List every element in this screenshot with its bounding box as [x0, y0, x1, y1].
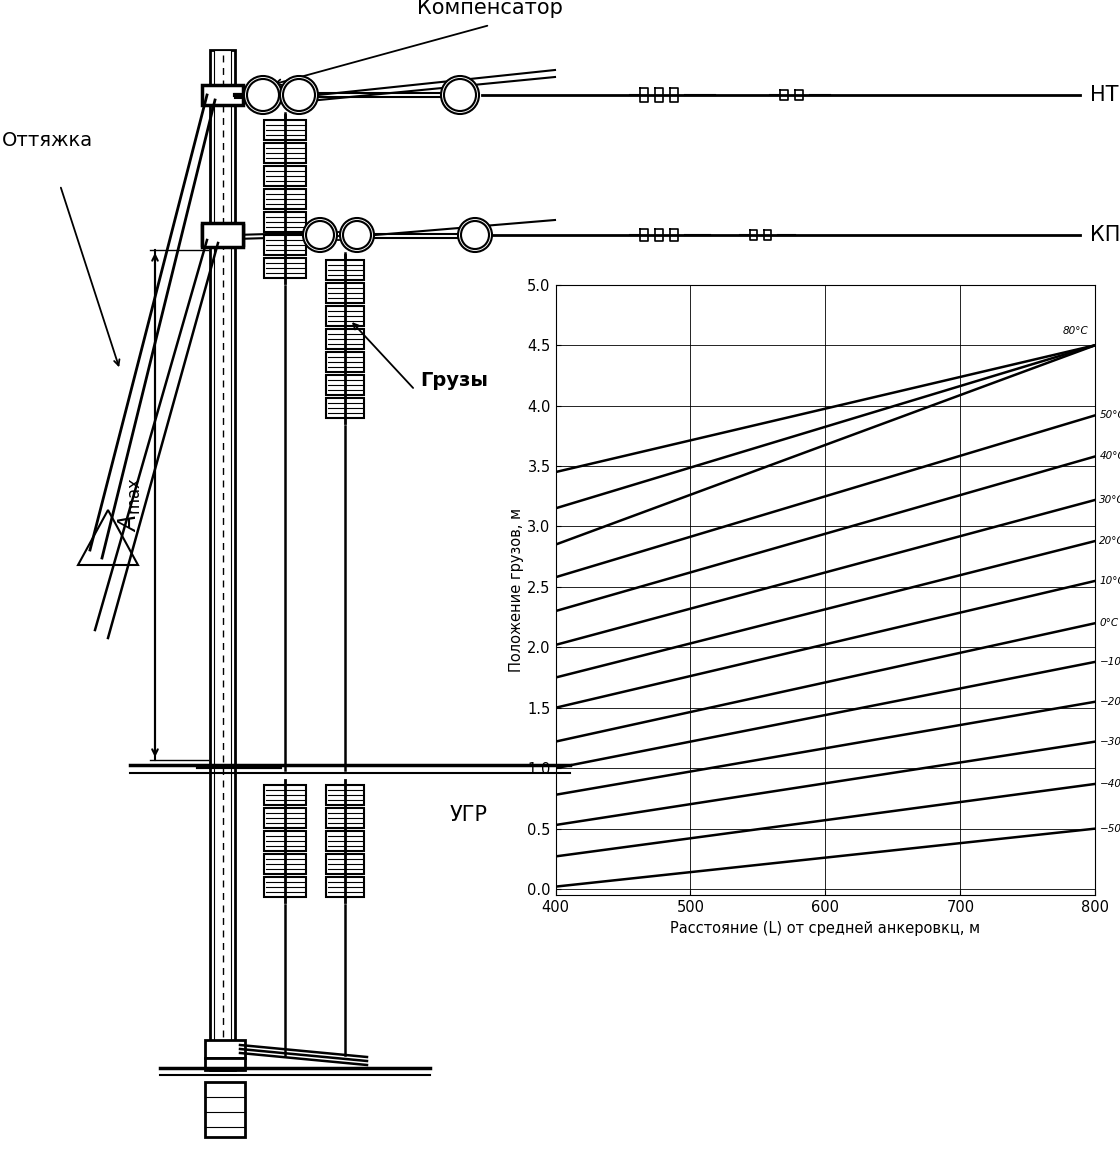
- Bar: [326, 876, 364, 897]
- Bar: [264, 235, 306, 256]
- Bar: [326, 398, 364, 418]
- Circle shape: [343, 221, 371, 249]
- Circle shape: [306, 221, 334, 249]
- Text: $A_{\mathrm{max}}$: $A_{\mathrm{max}}$: [116, 477, 143, 532]
- Bar: [202, 225, 243, 245]
- Text: 20°C: 20°C: [1100, 536, 1120, 546]
- Bar: [326, 785, 364, 805]
- Circle shape: [441, 76, 479, 114]
- Text: −40°C: −40°C: [1100, 778, 1120, 789]
- Bar: [264, 212, 306, 232]
- Text: −10°C: −10°C: [1100, 657, 1120, 666]
- Bar: [326, 284, 364, 303]
- Text: Грузы: Грузы: [420, 370, 488, 390]
- Bar: [264, 166, 306, 186]
- Bar: [326, 808, 364, 829]
- Text: КП: КП: [1090, 225, 1120, 245]
- X-axis label: Расстояние (L) от средней анкеровкц, м: Расстояние (L) от средней анкеровкц, м: [671, 921, 980, 936]
- Text: −20°C: −20°C: [1100, 697, 1120, 707]
- Text: −30°C: −30°C: [1100, 736, 1120, 747]
- Bar: [211, 50, 235, 1070]
- Circle shape: [283, 79, 315, 111]
- Text: 50°C: 50°C: [1100, 411, 1120, 420]
- Text: 0°C: 0°C: [1100, 619, 1119, 628]
- Bar: [326, 329, 364, 349]
- Text: 10°C: 10°C: [1100, 575, 1120, 586]
- Bar: [326, 352, 364, 372]
- Text: 30°C: 30°C: [1100, 495, 1120, 505]
- Bar: [264, 854, 306, 874]
- Text: УГР: УГР: [450, 805, 488, 825]
- Circle shape: [248, 79, 279, 111]
- Bar: [264, 144, 306, 163]
- Bar: [214, 50, 231, 1070]
- Bar: [326, 260, 364, 280]
- Bar: [326, 831, 364, 851]
- Bar: [264, 785, 306, 805]
- Circle shape: [444, 79, 476, 111]
- Text: 70°C: 70°C: [1098, 330, 1120, 341]
- Bar: [264, 120, 306, 140]
- Bar: [202, 223, 243, 247]
- Text: −50°C: −50°C: [1100, 824, 1120, 833]
- Bar: [205, 1082, 245, 1137]
- Bar: [326, 306, 364, 326]
- Bar: [264, 831, 306, 851]
- Bar: [264, 808, 306, 829]
- Circle shape: [280, 76, 318, 114]
- Circle shape: [244, 76, 282, 114]
- Bar: [264, 189, 306, 209]
- Text: Оттяжка: Оттяжка: [2, 131, 93, 149]
- Text: 80°C: 80°C: [1063, 326, 1089, 335]
- Bar: [264, 876, 306, 897]
- Circle shape: [458, 218, 492, 252]
- Bar: [205, 1058, 245, 1070]
- Text: 60°C: 60°C: [1098, 337, 1120, 348]
- Bar: [264, 258, 306, 278]
- Bar: [202, 85, 243, 105]
- Circle shape: [340, 218, 374, 252]
- Y-axis label: Положение грузов, м: Положение грузов, м: [510, 508, 524, 672]
- Bar: [326, 854, 364, 874]
- Bar: [326, 375, 364, 394]
- Bar: [205, 1040, 245, 1058]
- Text: Компенсатор: Компенсатор: [417, 0, 563, 18]
- Circle shape: [461, 221, 489, 249]
- Circle shape: [304, 218, 337, 252]
- Text: 40°C: 40°C: [1100, 452, 1120, 461]
- Text: НТ: НТ: [1090, 85, 1119, 105]
